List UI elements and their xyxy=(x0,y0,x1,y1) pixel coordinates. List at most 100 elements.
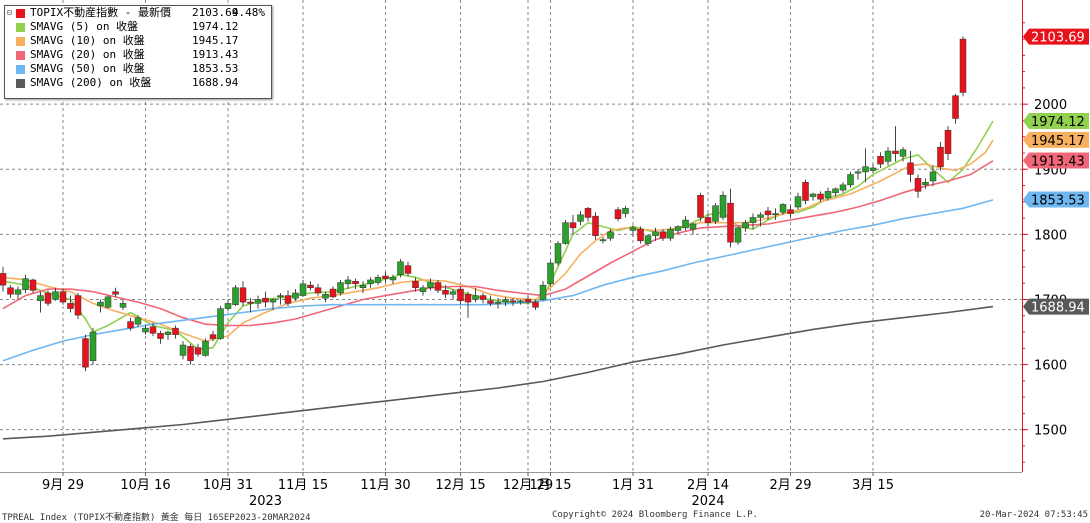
year-label: 2023 xyxy=(249,494,282,509)
y-tick-label: 1800 xyxy=(1034,228,1067,243)
candle-body xyxy=(674,226,682,231)
time-axis: 9月 29 10月 16 10月 31 11月 15 11月 30 12月 15 12月 2… xyxy=(0,472,1022,509)
candle-body xyxy=(202,340,209,356)
candle-body xyxy=(637,228,644,242)
candle-body xyxy=(7,287,14,295)
candle-body xyxy=(97,301,104,307)
candle-body xyxy=(74,295,82,316)
candle-body xyxy=(562,222,569,244)
legend-item-sma10: SMAVG (10) on 收盤 1945.17 xyxy=(5,34,271,48)
legend-swatch xyxy=(16,9,25,18)
candle-body xyxy=(644,235,652,244)
candle-body xyxy=(869,167,877,171)
x-tick-label: 12月 15 xyxy=(435,478,485,493)
candle-body xyxy=(749,217,757,223)
value-tag-label: 2103.69 xyxy=(1031,31,1085,46)
value-tag-label: 1945.17 xyxy=(1031,134,1085,149)
candle-body xyxy=(862,166,869,173)
ma-line xyxy=(2,120,994,350)
candle-body xyxy=(337,282,344,294)
candle-body xyxy=(734,227,742,243)
candle-body xyxy=(914,178,922,192)
candle-body xyxy=(479,295,487,300)
value-tag-label: 1974.12 xyxy=(1031,115,1085,130)
candle-body xyxy=(322,294,329,299)
candle-body xyxy=(404,265,412,274)
candle-body xyxy=(442,290,449,295)
candle-body xyxy=(742,222,749,229)
x-tick-label: 2月 29 xyxy=(770,478,812,493)
candle-body xyxy=(292,292,299,299)
candle-body xyxy=(689,223,697,230)
value-tag xyxy=(1023,28,1089,45)
candle-body xyxy=(434,282,442,291)
candle-body xyxy=(187,346,194,361)
candle-body xyxy=(472,295,479,300)
collapse-icon[interactable]: ⊟ xyxy=(7,8,12,17)
candle-body xyxy=(397,261,404,275)
candle-body xyxy=(359,284,367,289)
candle-body xyxy=(802,182,809,201)
candle-body xyxy=(659,231,667,239)
candle-body xyxy=(809,193,817,197)
candle-body xyxy=(449,291,457,295)
candle-body xyxy=(134,317,142,325)
candle-body xyxy=(149,326,157,334)
candle-body xyxy=(727,202,734,243)
candle-body xyxy=(854,171,862,174)
footer-timestamp: 20-Mar-2024 07:53:45 xyxy=(979,510,1088,520)
candle-body xyxy=(127,321,134,329)
legend-swatch xyxy=(16,79,25,88)
candle-body xyxy=(517,300,524,303)
candle-body xyxy=(532,301,539,308)
candle-body xyxy=(239,287,247,303)
candle-body xyxy=(284,295,292,304)
candle-body xyxy=(0,273,7,286)
candle-body xyxy=(209,334,217,339)
candle-body xyxy=(157,333,164,339)
candle-body xyxy=(382,275,389,279)
candle-body xyxy=(847,174,854,186)
candle-body xyxy=(704,217,712,223)
candle-body xyxy=(794,196,802,208)
legend-swatch xyxy=(16,23,25,32)
candle-body xyxy=(232,287,239,305)
legend-item-sma50: SMAVG (50) on 收盤 1853.53 xyxy=(5,62,271,76)
candle-body xyxy=(539,284,547,300)
candle-body xyxy=(367,279,374,285)
ma-line xyxy=(2,305,994,440)
candle-body xyxy=(607,231,614,239)
x-tick-label: 10月 31 xyxy=(203,478,253,493)
candle-body xyxy=(569,222,577,229)
ma-line xyxy=(2,160,994,327)
candle-body xyxy=(224,303,232,309)
candle-body xyxy=(119,303,127,308)
candle-body xyxy=(374,277,382,283)
candle-body xyxy=(329,288,337,298)
legend[interactable]: ⊟ TOPIX不動産指數 - 最新價 2103.69 4.48% SMAVG (… xyxy=(4,5,272,99)
candle-body xyxy=(487,300,494,304)
candle-body xyxy=(682,219,689,229)
candle-body xyxy=(164,331,172,335)
candle-body xyxy=(622,208,629,214)
x-tick-label: 10月 16 xyxy=(120,478,170,493)
value-tag xyxy=(1023,152,1089,169)
candle-body xyxy=(599,239,607,242)
candle-body xyxy=(44,292,52,304)
candle-body xyxy=(89,331,97,361)
year-label: 2024 xyxy=(691,494,724,509)
candle-body xyxy=(667,228,674,239)
y-tick-label: 1600 xyxy=(1034,359,1067,374)
y-tick-label: 1500 xyxy=(1034,424,1067,439)
value-tag xyxy=(1023,298,1089,315)
candle-body xyxy=(907,162,914,175)
candle-body xyxy=(592,215,599,236)
candle-body xyxy=(824,191,832,199)
candle-body xyxy=(37,295,44,302)
value-tag-label: 1913.43 xyxy=(1031,155,1085,170)
y-tick-label: 2000 xyxy=(1034,98,1067,113)
candle-body xyxy=(464,294,472,303)
candle-body xyxy=(652,231,659,236)
candle-body xyxy=(277,295,284,298)
candle-body xyxy=(524,299,532,303)
